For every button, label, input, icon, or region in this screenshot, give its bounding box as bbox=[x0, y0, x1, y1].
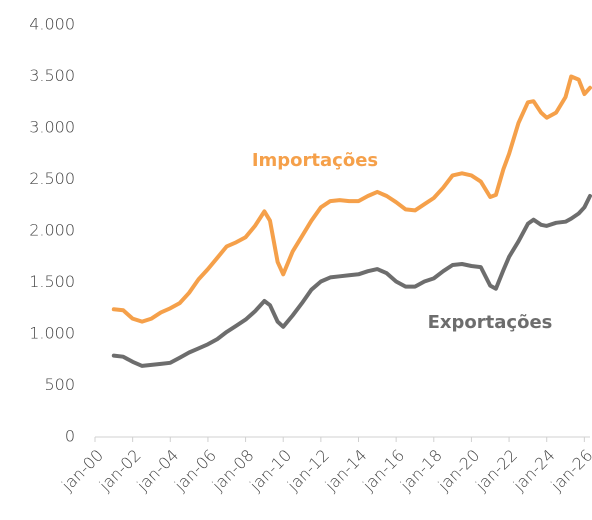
x-tick-label: jan-00 bbox=[57, 446, 107, 496]
x-tick-label: jan-10 bbox=[245, 446, 295, 496]
x-tick-label: jan-22 bbox=[471, 446, 521, 496]
x-tick-label: jan-14 bbox=[321, 446, 371, 496]
line bbox=[111, 74, 592, 324]
x-tick-label: jan-24 bbox=[509, 446, 559, 496]
y-tick-label: 4.000 bbox=[29, 15, 75, 34]
y-tick-label: 1.000 bbox=[29, 324, 75, 343]
y-tick-label: 2.000 bbox=[29, 221, 75, 240]
x-tick-label: jan-08 bbox=[208, 446, 258, 496]
y-tick-label: 500 bbox=[44, 375, 75, 394]
x-tick-label: jan-02 bbox=[95, 446, 145, 496]
x-tick-label: jan-18 bbox=[396, 446, 446, 496]
y-tick-label: 3.000 bbox=[29, 118, 75, 137]
y-tick-label: 3.500 bbox=[29, 66, 75, 85]
x-tick-label: jan-12 bbox=[283, 446, 333, 496]
x-tick-label: jan-04 bbox=[132, 446, 182, 496]
line bbox=[111, 194, 592, 368]
x-tick-label: jan-06 bbox=[170, 446, 220, 496]
y-tick-label: 1.500 bbox=[29, 272, 75, 291]
series-label: Importações bbox=[252, 150, 378, 171]
x-tick-label: jan-16 bbox=[358, 446, 408, 496]
x-tick-label: jan-20 bbox=[434, 446, 484, 496]
y-tick-label: 0 bbox=[65, 427, 75, 446]
series-label: Exportações bbox=[428, 312, 553, 333]
x-tick-label: jan-26 bbox=[546, 446, 592, 496]
y-tick-label: 2.500 bbox=[29, 169, 75, 188]
